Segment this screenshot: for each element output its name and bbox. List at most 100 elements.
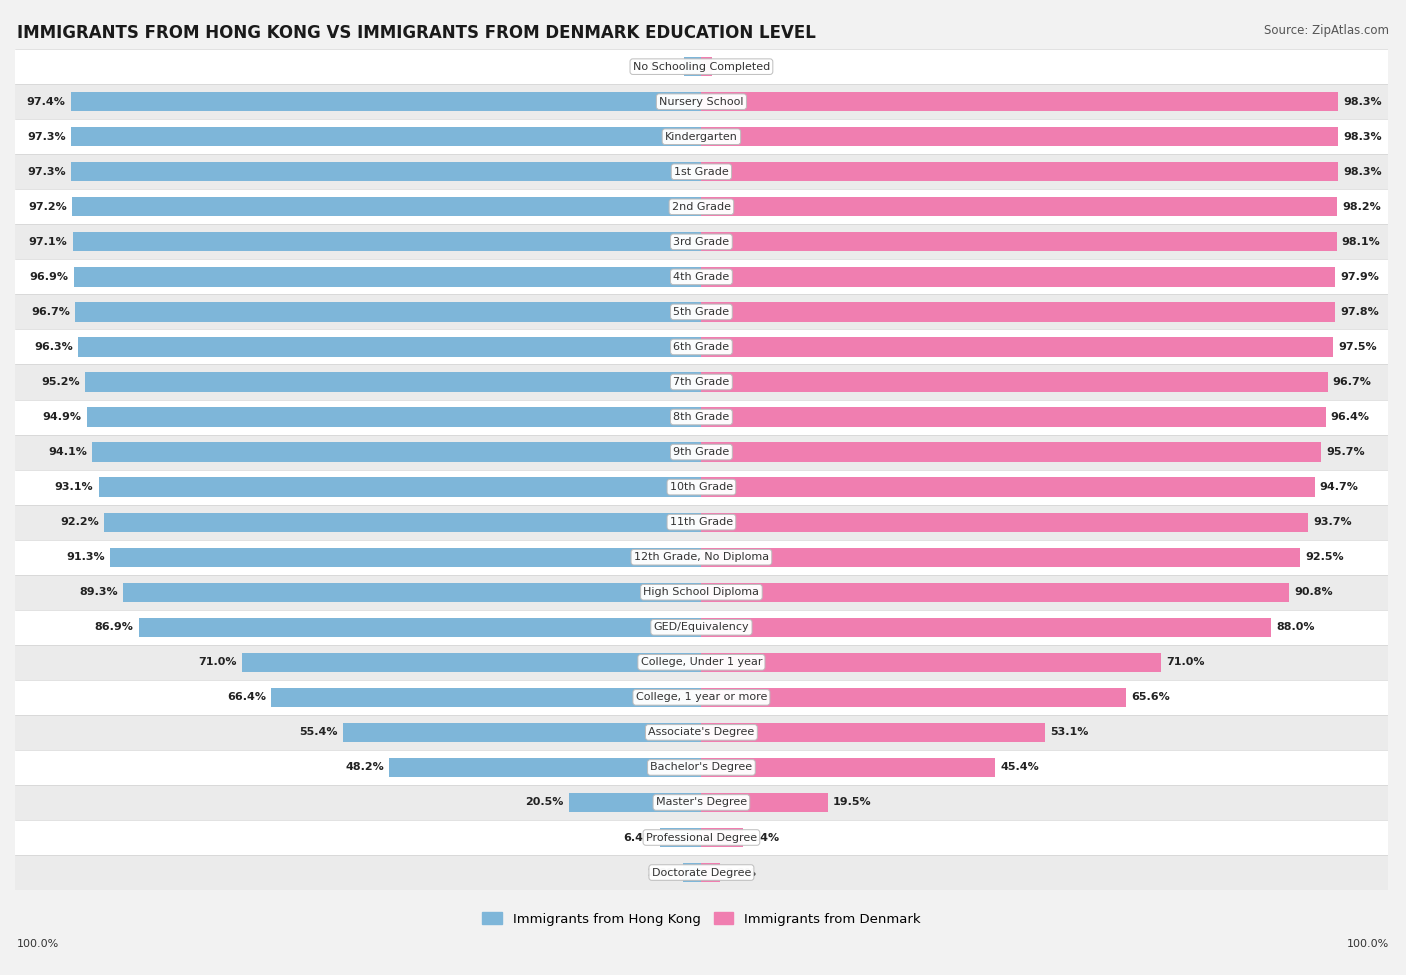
Text: 97.8%: 97.8%: [1340, 307, 1379, 317]
Bar: [72, 197, 702, 216]
Bar: [104, 513, 702, 531]
Bar: [15, 154, 1388, 189]
Text: 2.7%: 2.7%: [648, 61, 679, 71]
Bar: [702, 232, 1337, 252]
Text: 5th Grade: 5th Grade: [673, 307, 730, 317]
Text: 96.4%: 96.4%: [1331, 412, 1369, 422]
Text: 92.2%: 92.2%: [60, 517, 100, 527]
Text: 96.7%: 96.7%: [31, 307, 70, 317]
Text: IMMIGRANTS FROM HONG KONG VS IMMIGRANTS FROM DENMARK EDUCATION LEVEL: IMMIGRANTS FROM HONG KONG VS IMMIGRANTS …: [17, 24, 815, 42]
Text: 98.1%: 98.1%: [1341, 237, 1381, 247]
Bar: [702, 372, 1327, 392]
Text: 98.2%: 98.2%: [1343, 202, 1381, 212]
Bar: [76, 302, 702, 322]
Text: 2nd Grade: 2nd Grade: [672, 202, 731, 212]
Bar: [702, 687, 1126, 707]
Text: 95.7%: 95.7%: [1326, 448, 1365, 457]
Text: 19.5%: 19.5%: [832, 798, 872, 807]
Text: Nursery School: Nursery School: [659, 97, 744, 106]
Bar: [15, 224, 1388, 259]
Text: 6th Grade: 6th Grade: [673, 342, 730, 352]
Text: 100.0%: 100.0%: [1347, 939, 1389, 949]
Text: 20.5%: 20.5%: [524, 798, 564, 807]
Bar: [15, 540, 1388, 574]
Bar: [87, 408, 702, 427]
Bar: [15, 785, 1388, 820]
Bar: [15, 294, 1388, 330]
Text: 4th Grade: 4th Grade: [673, 272, 730, 282]
Bar: [271, 687, 702, 707]
Text: 98.3%: 98.3%: [1343, 132, 1382, 141]
Bar: [702, 863, 720, 882]
Bar: [702, 92, 1339, 111]
Bar: [72, 127, 702, 146]
Bar: [702, 722, 1045, 742]
Text: 92.5%: 92.5%: [1306, 552, 1344, 563]
Bar: [702, 617, 1271, 637]
Text: 86.9%: 86.9%: [94, 622, 134, 632]
Text: 97.3%: 97.3%: [28, 132, 66, 141]
Bar: [15, 189, 1388, 224]
Text: 2.8%: 2.8%: [647, 868, 678, 878]
Legend: Immigrants from Hong Kong, Immigrants from Denmark: Immigrants from Hong Kong, Immigrants fr…: [482, 912, 921, 925]
Text: 6.4%: 6.4%: [748, 833, 779, 842]
Bar: [702, 197, 1337, 216]
Bar: [702, 408, 1326, 427]
Bar: [702, 548, 1301, 566]
Bar: [15, 644, 1388, 680]
Text: Professional Degree: Professional Degree: [645, 833, 756, 842]
Bar: [15, 330, 1388, 365]
Bar: [659, 828, 702, 847]
Bar: [702, 758, 995, 777]
Text: Associate's Degree: Associate's Degree: [648, 727, 755, 737]
Bar: [15, 259, 1388, 294]
Bar: [15, 680, 1388, 715]
Bar: [15, 820, 1388, 855]
Bar: [75, 267, 702, 287]
Text: College, 1 year or more: College, 1 year or more: [636, 692, 768, 702]
Bar: [343, 722, 702, 742]
Text: Master's Degree: Master's Degree: [655, 798, 747, 807]
Bar: [702, 478, 1315, 496]
Text: Bachelor's Degree: Bachelor's Degree: [651, 762, 752, 772]
Text: 89.3%: 89.3%: [79, 587, 118, 598]
Text: 93.7%: 93.7%: [1313, 517, 1353, 527]
Bar: [702, 302, 1334, 322]
Bar: [702, 267, 1336, 287]
Text: 100.0%: 100.0%: [17, 939, 59, 949]
Text: 48.2%: 48.2%: [346, 762, 384, 772]
Bar: [98, 478, 702, 496]
Bar: [15, 470, 1388, 505]
Text: 94.9%: 94.9%: [42, 412, 82, 422]
Text: 97.9%: 97.9%: [1340, 272, 1379, 282]
Bar: [15, 84, 1388, 119]
Bar: [124, 583, 702, 602]
Bar: [15, 609, 1388, 644]
Text: No Schooling Completed: No Schooling Completed: [633, 61, 770, 71]
Bar: [15, 400, 1388, 435]
Text: 97.4%: 97.4%: [27, 97, 66, 106]
Text: 66.4%: 66.4%: [228, 692, 266, 702]
Text: 96.3%: 96.3%: [34, 342, 73, 352]
Bar: [91, 443, 702, 462]
Text: 10th Grade: 10th Grade: [669, 482, 733, 492]
Text: 65.6%: 65.6%: [1132, 692, 1170, 702]
Bar: [702, 127, 1339, 146]
Text: 71.0%: 71.0%: [198, 657, 236, 667]
Text: 94.1%: 94.1%: [48, 448, 87, 457]
Bar: [15, 855, 1388, 890]
Bar: [15, 119, 1388, 154]
Text: 96.9%: 96.9%: [30, 272, 69, 282]
Text: 88.0%: 88.0%: [1277, 622, 1315, 632]
Text: 1st Grade: 1st Grade: [673, 167, 728, 176]
Text: GED/Equivalency: GED/Equivalency: [654, 622, 749, 632]
Bar: [242, 652, 702, 672]
Text: 7th Grade: 7th Grade: [673, 377, 730, 387]
Text: 97.5%: 97.5%: [1339, 342, 1376, 352]
Text: 97.1%: 97.1%: [28, 237, 67, 247]
Bar: [702, 828, 742, 847]
Bar: [702, 57, 713, 76]
Bar: [15, 365, 1388, 400]
Text: 96.7%: 96.7%: [1333, 377, 1372, 387]
Text: 45.4%: 45.4%: [1001, 762, 1039, 772]
